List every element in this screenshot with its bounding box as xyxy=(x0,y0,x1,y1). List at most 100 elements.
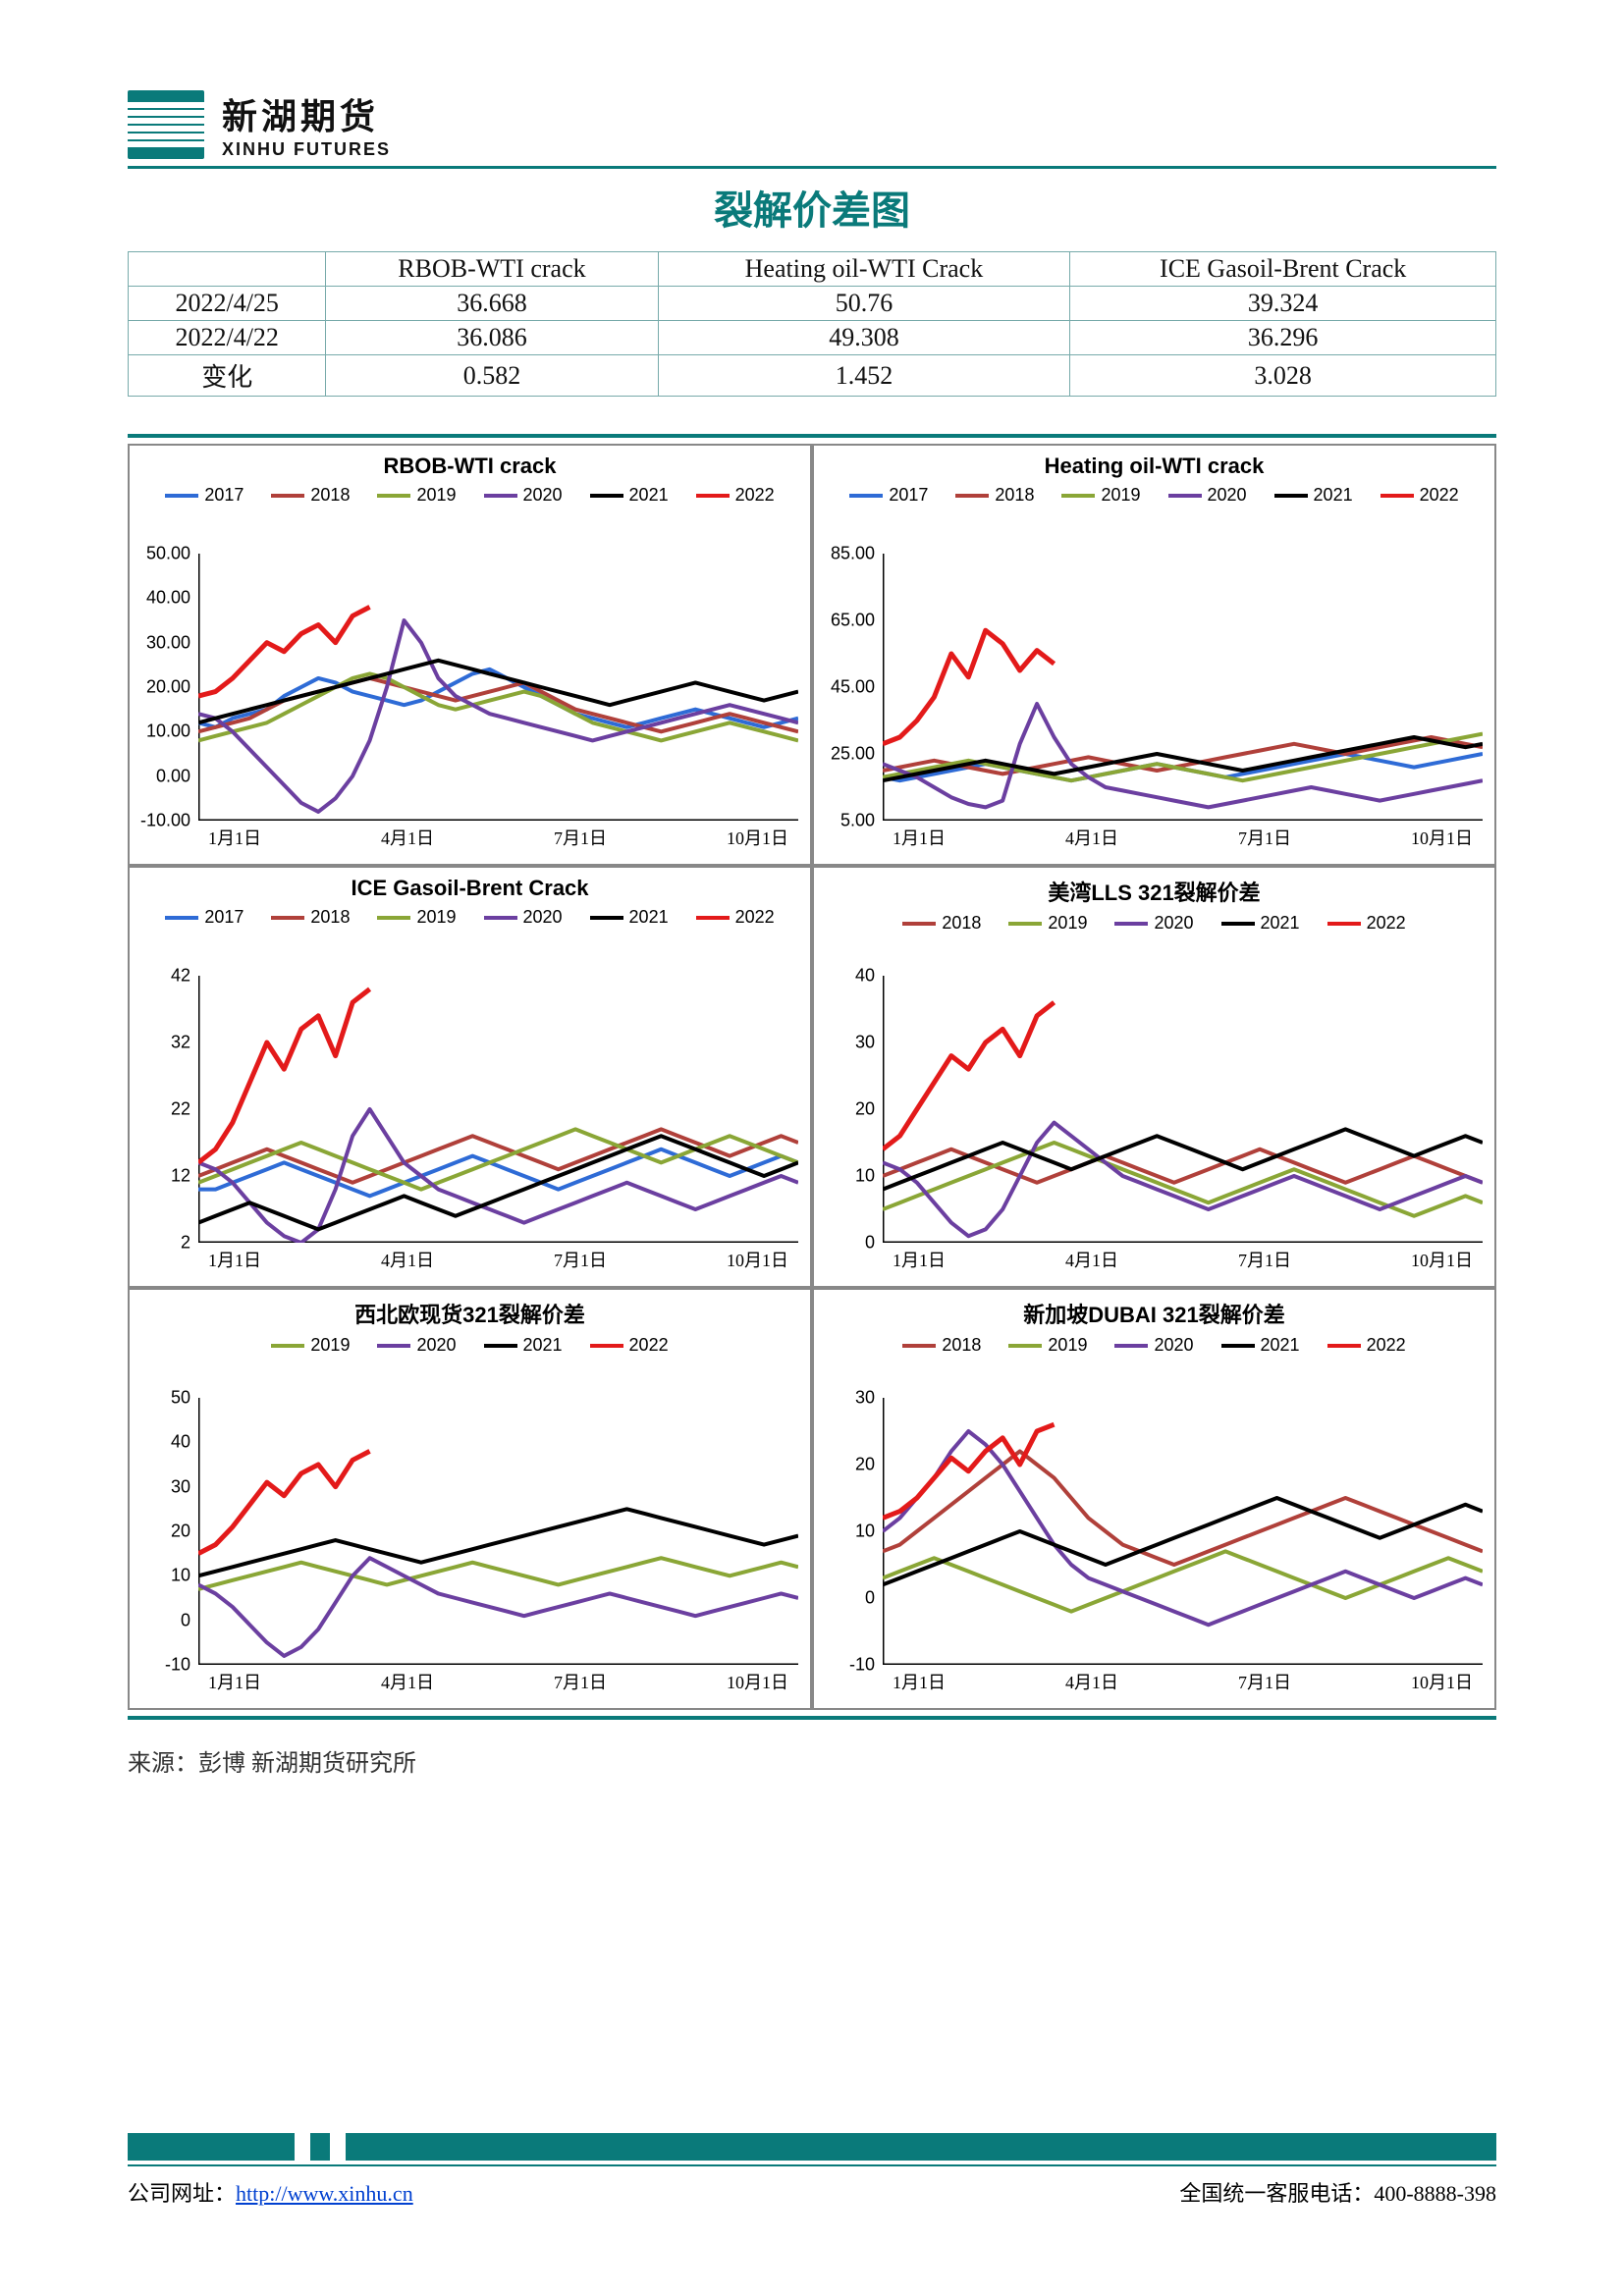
legend-item: 2021 xyxy=(1221,913,1300,934)
y-axis: 423222122 xyxy=(130,976,194,1243)
chart-panel: 新加坡DUBAI 321裂解价差201820192020202120223020… xyxy=(812,1288,1496,1710)
logo-text: 新湖期货 XINHU FUTURES xyxy=(222,88,391,160)
legend-label: 2021 xyxy=(629,485,669,506)
footer-rule xyxy=(128,2164,1496,2166)
table-cell: 36.668 xyxy=(326,287,658,321)
legend-item: 2018 xyxy=(902,913,981,934)
series-line xyxy=(198,1558,798,1589)
table-cell: 36.296 xyxy=(1070,321,1496,355)
y-tick-label: 20.00 xyxy=(146,677,190,698)
legend-label: 2022 xyxy=(1367,1335,1406,1356)
legend-swatch xyxy=(165,494,198,498)
table-cell: 2022/4/22 xyxy=(129,321,326,355)
chart-title: ICE Gasoil-Brent Crack xyxy=(130,876,810,901)
x-tick-label: 7月1日 xyxy=(1238,825,1291,858)
y-tick-label: 10 xyxy=(171,1566,190,1586)
x-tick-label: 10月1日 xyxy=(1411,1247,1473,1280)
legend-label: 2022 xyxy=(1420,485,1459,506)
legend-label: 2017 xyxy=(204,907,244,928)
chart-title: 美湾LLS 321裂解价差 xyxy=(814,876,1494,907)
chart-panel: RBOB-WTI crack20172018201920202021202250… xyxy=(128,444,812,866)
legend-label: 2020 xyxy=(1208,485,1247,506)
y-tick-label: 45.00 xyxy=(831,677,875,698)
x-tick-label: 1月1日 xyxy=(208,825,261,858)
series-line xyxy=(198,989,370,1163)
x-axis: 1月1日4月1日7月1日10月1日 xyxy=(883,1247,1483,1280)
legend-label: 2017 xyxy=(204,485,244,506)
legend-swatch xyxy=(1221,1344,1255,1348)
x-tick-label: 7月1日 xyxy=(554,825,607,858)
chart-legend: 201720182019202020212022 xyxy=(841,485,1467,506)
chart-legend: 2019202020212022 xyxy=(157,1335,783,1356)
y-tick-label: -10.00 xyxy=(140,811,190,831)
legend-swatch xyxy=(271,494,304,498)
y-tick-label: 20 xyxy=(171,1522,190,1542)
table-header xyxy=(129,252,326,287)
y-tick-label: 50.00 xyxy=(146,544,190,564)
table-cell: 变化 xyxy=(129,355,326,397)
legend-swatch xyxy=(377,494,410,498)
table-cell: 1.452 xyxy=(658,355,1070,397)
chart-panel: Heating oil-WTI crack2017201820192020202… xyxy=(812,444,1496,866)
source-text: 来源：彭博 新湖期货研究所 xyxy=(128,1743,1496,1778)
logo-icon xyxy=(128,90,204,159)
x-axis: 1月1日4月1日7月1日10月1日 xyxy=(198,825,798,858)
y-tick-label: 40 xyxy=(171,1432,190,1453)
y-tick-label: 0.00 xyxy=(156,766,190,786)
x-tick-label: 10月1日 xyxy=(1411,825,1473,858)
y-tick-label: 42 xyxy=(171,966,190,987)
legend-label: 2022 xyxy=(735,907,775,928)
legend-label: 2021 xyxy=(629,907,669,928)
legend-label: 2018 xyxy=(942,913,981,934)
legend-label: 2019 xyxy=(1048,1335,1087,1356)
page-title: 裂解价差图 xyxy=(128,179,1496,236)
x-tick-label: 1月1日 xyxy=(893,825,946,858)
y-tick-label: 30 xyxy=(855,1033,875,1053)
y-tick-label: 85.00 xyxy=(831,544,875,564)
footer-link[interactable]: http://www.xinhu.cn xyxy=(236,2181,413,2206)
y-tick-label: 10.00 xyxy=(146,721,190,742)
y-tick-label: 5.00 xyxy=(840,811,875,831)
legend-item: 2019 xyxy=(377,907,456,928)
legend-label: 2020 xyxy=(1154,913,1193,934)
chart-title: 西北欧现货321裂解价差 xyxy=(130,1298,810,1329)
legend-item: 2021 xyxy=(1221,1335,1300,1356)
y-tick-label: 32 xyxy=(171,1033,190,1053)
footer-right: 全国统一客服电话：400-8888-398 xyxy=(1179,2176,1496,2208)
x-tick-label: 1月1日 xyxy=(893,1247,946,1280)
legend-swatch xyxy=(1008,922,1042,926)
chart-title: Heating oil-WTI crack xyxy=(814,454,1494,479)
legend-item: 2022 xyxy=(1327,1335,1406,1356)
y-tick-label: 20 xyxy=(855,1455,875,1475)
legend-swatch xyxy=(1380,494,1414,498)
x-tick-label: 4月1日 xyxy=(1065,825,1118,858)
plot-area xyxy=(198,1398,798,1665)
table-cell: 49.308 xyxy=(658,321,1070,355)
legend-item: 2022 xyxy=(1327,913,1406,934)
chart-legend: 20182019202020212022 xyxy=(841,913,1467,934)
legend-swatch xyxy=(590,916,623,920)
legend-item: 2019 xyxy=(1061,485,1140,506)
legend-swatch xyxy=(849,494,883,498)
legend-swatch xyxy=(590,1344,623,1348)
x-tick-label: 4月1日 xyxy=(1065,1247,1118,1280)
table-cell: 36.086 xyxy=(326,321,658,355)
x-tick-label: 1月1日 xyxy=(208,1669,261,1702)
legend-label: 2020 xyxy=(416,1335,456,1356)
legend-item: 2018 xyxy=(902,1335,981,1356)
y-tick-label: 0 xyxy=(181,1610,190,1630)
x-tick-label: 4月1日 xyxy=(381,825,434,858)
y-tick-label: -10 xyxy=(165,1655,190,1676)
y-tick-label: 40 xyxy=(855,966,875,987)
series-line xyxy=(198,1558,798,1656)
x-axis: 1月1日4月1日7月1日10月1日 xyxy=(198,1247,798,1280)
x-tick-label: 10月1日 xyxy=(1411,1669,1473,1702)
legend-item: 2018 xyxy=(271,485,350,506)
legend-swatch xyxy=(590,494,623,498)
table-cell: 3.028 xyxy=(1070,355,1496,397)
legend-label: 2021 xyxy=(1261,913,1300,934)
chart-panel: ICE Gasoil-Brent Crack201720182019202020… xyxy=(128,866,812,1288)
crack-table: RBOB-WTI crackHeating oil-WTI CrackICE G… xyxy=(128,251,1496,397)
logo-block: 新湖期货 XINHU FUTURES xyxy=(128,88,1496,160)
legend-swatch xyxy=(484,1344,517,1348)
